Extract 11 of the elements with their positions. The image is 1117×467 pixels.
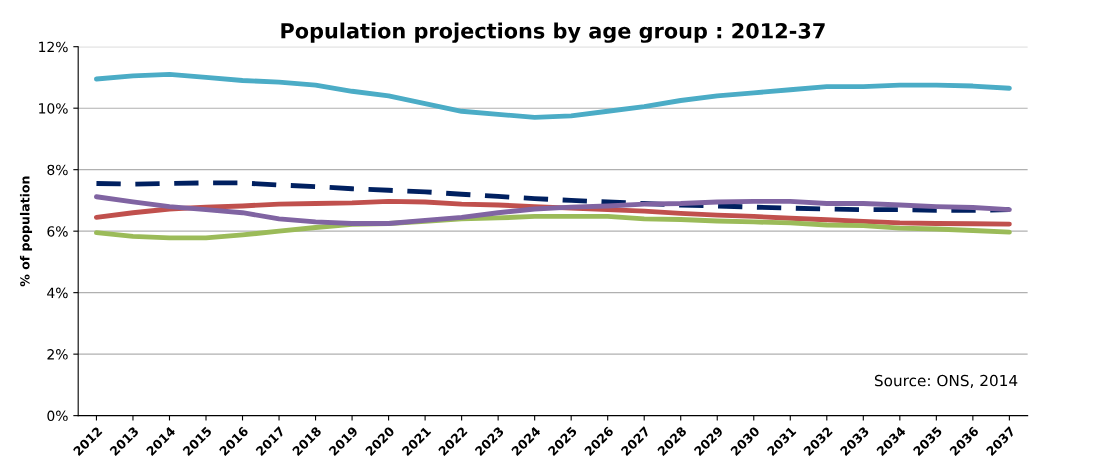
y-tick-label: 12% (39, 41, 68, 53)
y-tick-label: 0% (47, 410, 68, 422)
y-tick-label: 10% (39, 103, 68, 114)
y-tick-label: 2% (47, 349, 68, 360)
annotation: Source: ONS, 2014 (874, 374, 1018, 388)
y-tick-label: 4% (47, 287, 68, 299)
chart-title: Population projections by age group : 2012-37 (281, 22, 825, 43)
y-tick-label: 6% (47, 226, 68, 237)
line-series (94, 71, 1012, 120)
y-tick-label: 8% (47, 164, 68, 176)
y-axis-title: % of population (19, 176, 33, 287)
